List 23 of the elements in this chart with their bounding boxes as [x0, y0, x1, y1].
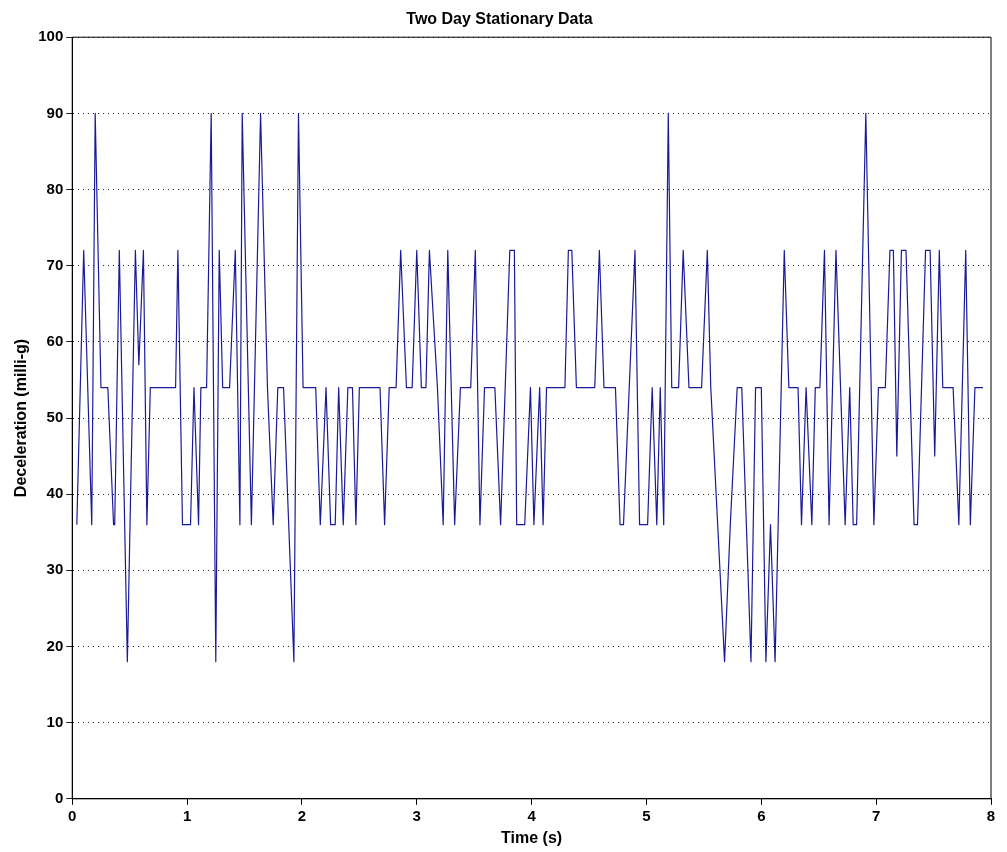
y-tick-label: 30	[46, 560, 64, 578]
y-axis-title: Deceleration (milli-g)	[12, 338, 30, 498]
y-tick-label: 60	[46, 331, 64, 349]
x-tick-label: 1	[182, 806, 192, 824]
chart-title: Two Day Stationary Data	[406, 10, 593, 28]
x-tick-label: 3	[412, 806, 421, 824]
y-tick-label: 0	[54, 788, 64, 806]
y-tick-label: 10	[46, 712, 64, 730]
y-tick-label: 40	[46, 484, 64, 502]
x-tick-label: 5	[642, 806, 651, 824]
x-tick-label: 4	[527, 806, 537, 824]
y-tick-label: 90	[46, 103, 64, 121]
x-tick-label: 2	[297, 806, 307, 824]
x-tick-label: 7	[871, 806, 881, 824]
y-tick-label: 100	[38, 27, 64, 45]
x-axis-title: Time (s)	[501, 828, 563, 846]
x-tick-label: 8	[986, 806, 996, 824]
y-tick-label: 20	[46, 636, 64, 654]
x-tick-label: 6	[757, 806, 766, 824]
y-tick-label: 50	[46, 408, 64, 426]
x-tick-label: 0	[68, 806, 77, 824]
y-tick-label: 80	[46, 179, 64, 197]
y-tick-label: 70	[46, 255, 64, 273]
